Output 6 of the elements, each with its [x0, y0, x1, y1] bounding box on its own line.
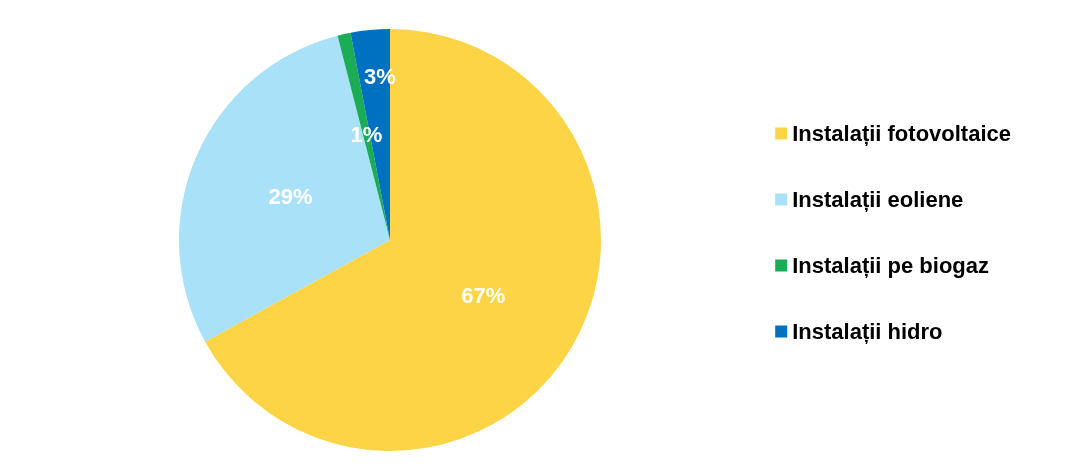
data-label: 67%	[461, 282, 506, 308]
legend-label: Instalații eoliene	[792, 187, 964, 212]
legend-label: Instalații pe biogaz	[792, 253, 989, 278]
legend-label: Instalații hidro	[792, 319, 943, 344]
data-label: 29%	[268, 184, 313, 210]
legend-label: Instalații fotovoltaice	[792, 121, 1012, 146]
